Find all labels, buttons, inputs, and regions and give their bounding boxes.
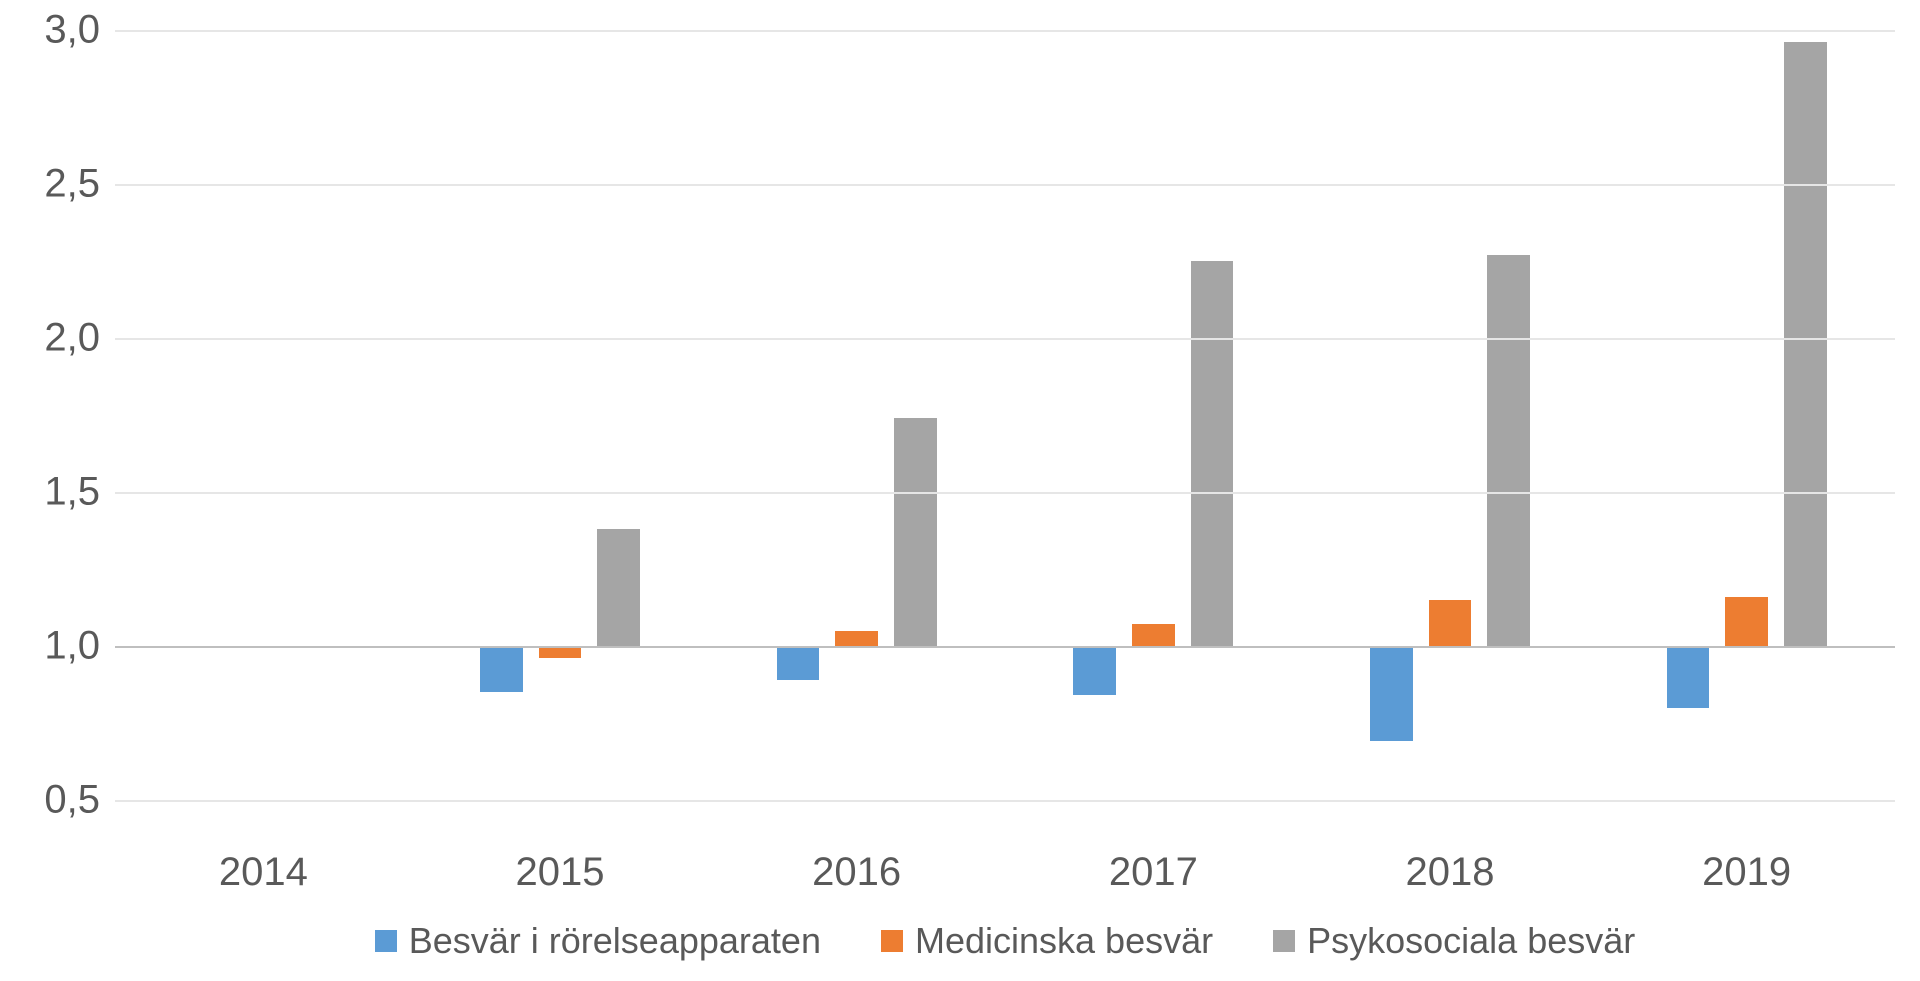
gridline [115, 184, 1895, 186]
y-tick-label: 2,0 [5, 316, 100, 361]
gridline [115, 338, 1895, 340]
y-tick-label: 0,5 [5, 778, 100, 823]
legend-swatch [881, 930, 903, 952]
bar [1487, 255, 1530, 646]
plot-area [115, 30, 1895, 800]
x-tick-label: 2019 [1702, 850, 1791, 895]
bar [1429, 600, 1472, 646]
y-tick-label: 1,5 [5, 470, 100, 515]
legend-item: Medicinska besvär [881, 920, 1213, 962]
legend-swatch [375, 930, 397, 952]
legend-item: Psykosociala besvär [1273, 920, 1635, 962]
legend-swatch [1273, 930, 1295, 952]
gridline [115, 800, 1895, 802]
y-tick-label: 3,0 [5, 8, 100, 53]
legend-label: Medicinska besvär [915, 920, 1213, 962]
gridline [115, 492, 1895, 494]
legend: Besvär i rörelseapparaten Medicinska besv… [115, 920, 1895, 962]
y-axis-labels: 0,51,01,52,02,53,0 [5, 30, 100, 800]
y-tick-label: 2,5 [5, 162, 100, 207]
x-tick-label: 2018 [1406, 850, 1495, 895]
x-tick-label: 2015 [516, 850, 605, 895]
bar [1073, 646, 1116, 695]
x-tick-label: 2014 [219, 850, 308, 895]
bar [480, 646, 523, 692]
gridline [115, 646, 1895, 648]
y-tick-label: 1,0 [5, 624, 100, 669]
bar [1667, 646, 1710, 708]
bar [777, 646, 820, 680]
legend-label: Besvär i rörelseapparaten [409, 920, 821, 962]
legend-item: Besvär i rörelseapparaten [375, 920, 821, 962]
gridline [115, 30, 1895, 32]
bar [835, 631, 878, 646]
bar-chart: 0,5 1,0 1,5 2,0 2,5 3,0 2014 2015 2016 2017 2018 2… [0, 0, 1920, 981]
x-tick-label: 2017 [1109, 850, 1198, 895]
bar [1132, 624, 1175, 646]
bar [1370, 646, 1413, 741]
bar [597, 529, 640, 646]
bar [1725, 597, 1768, 646]
bar [1784, 42, 1827, 646]
bar [894, 418, 937, 646]
x-tick-label: 2016 [812, 850, 901, 895]
bar [1191, 261, 1234, 646]
bars-layer [115, 30, 1895, 800]
legend-label: Psykosociala besvär [1307, 920, 1635, 962]
